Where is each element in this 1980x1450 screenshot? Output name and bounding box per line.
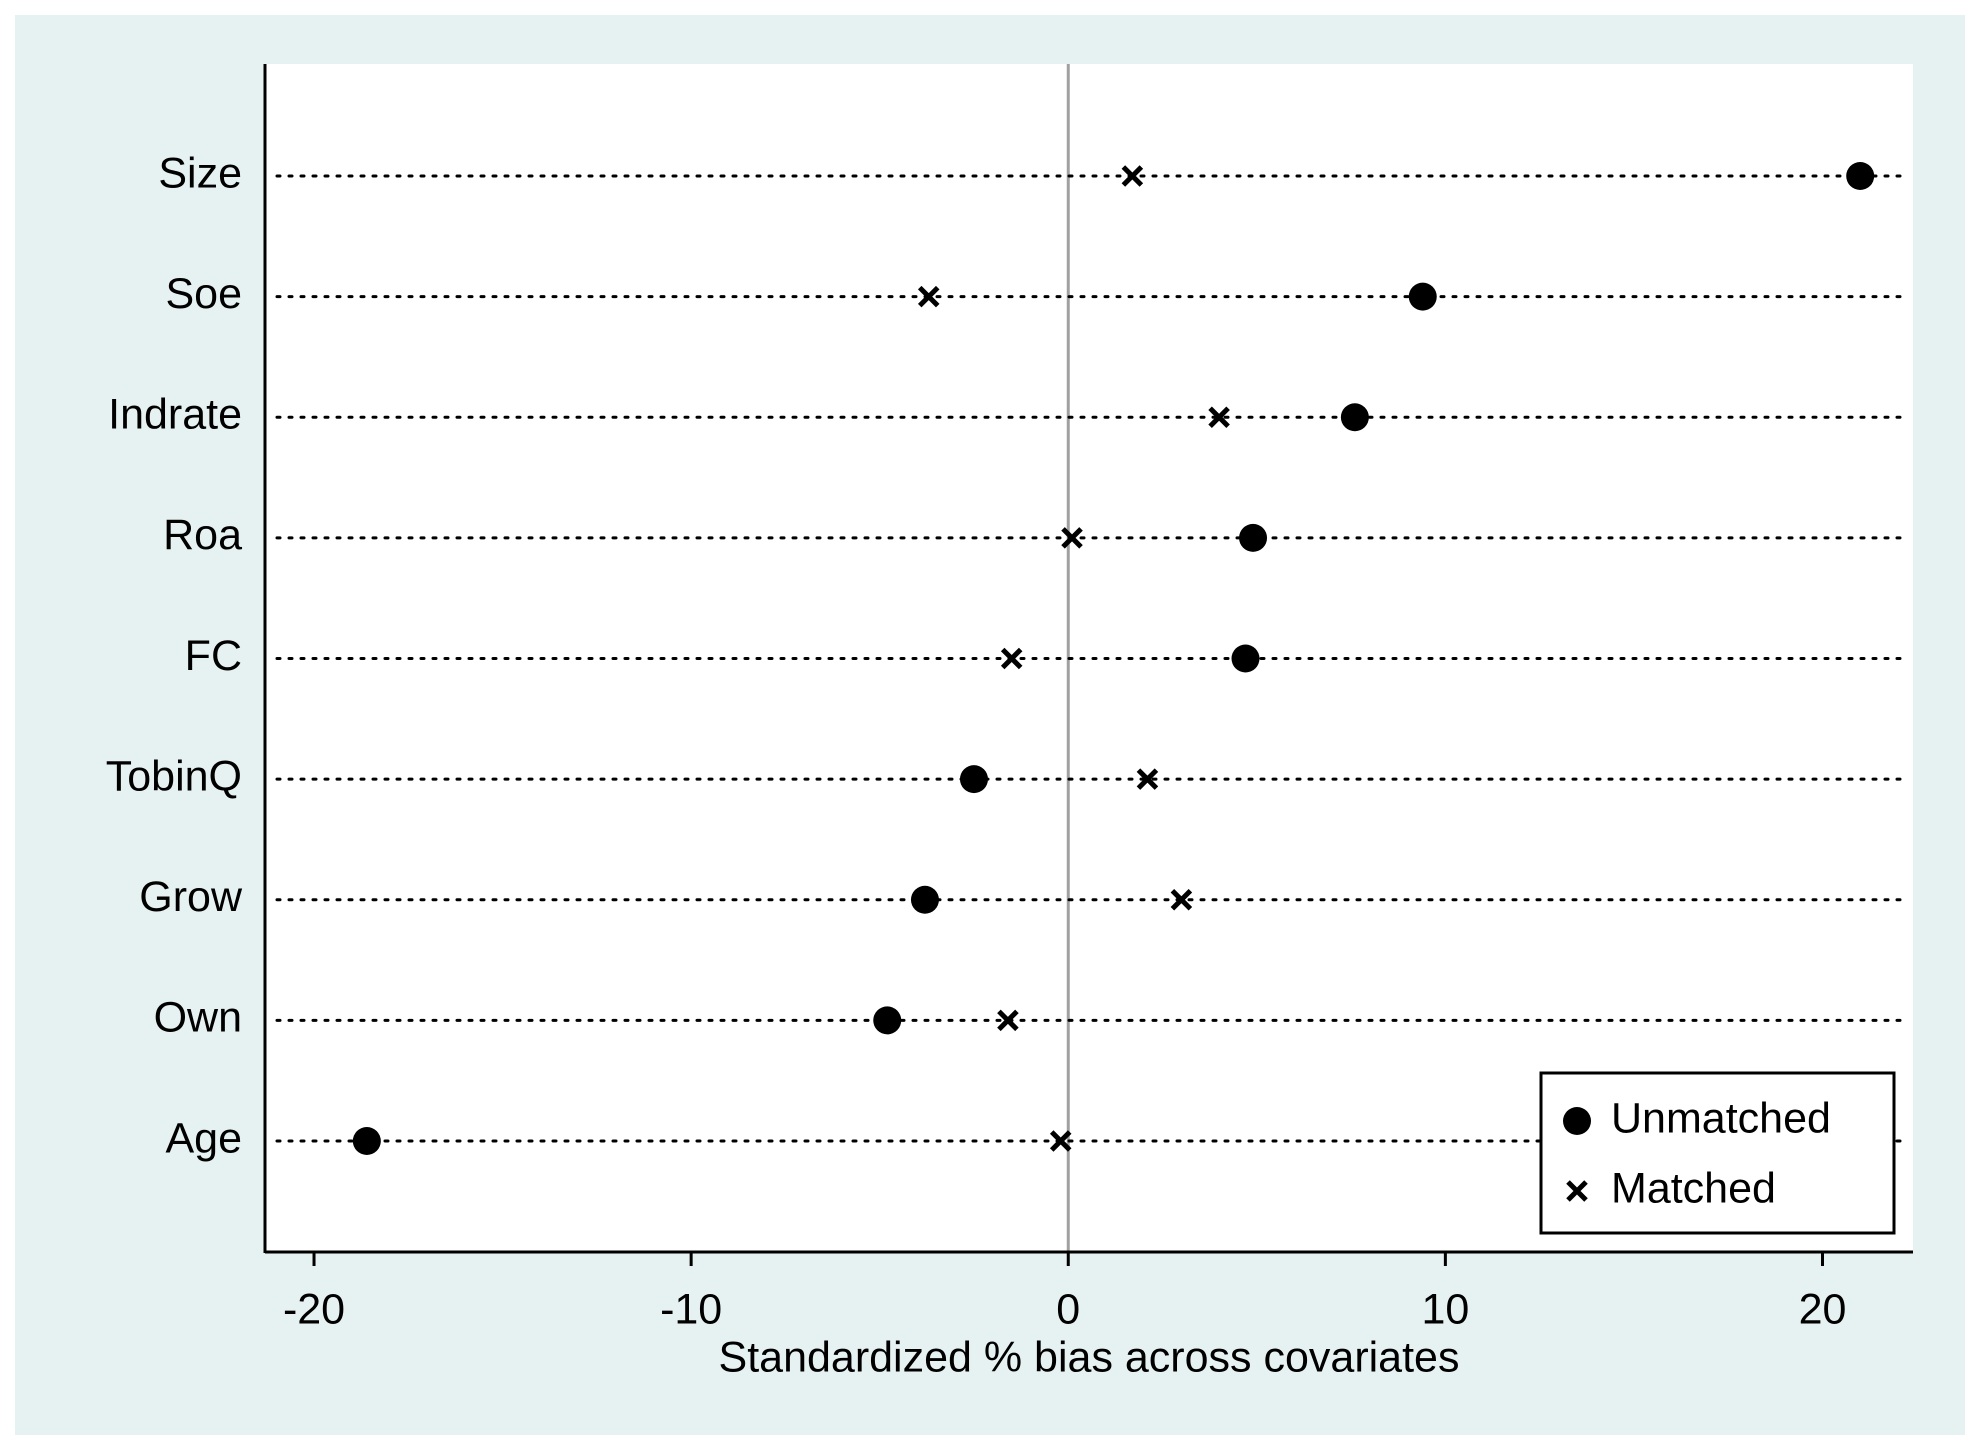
data-point [1239,523,1268,552]
x-tick-label: -10 [660,1285,722,1333]
data-point [1000,647,1023,670]
data-point [1170,888,1193,911]
legend-marker [1566,1180,1588,1202]
data-point [1061,527,1083,549]
y-tick-label: Age [165,1114,242,1162]
data-point [1136,768,1159,790]
y-tick-label: Grow [139,873,243,921]
legend-box [1539,1071,1896,1235]
x-tick-label: -20 [283,1285,345,1333]
legend-label: Matched [1611,1164,1776,1212]
y-tick-label: Size [158,149,242,197]
x-tick-label: 10 [1421,1285,1469,1333]
data-point [917,285,940,308]
data-point [910,885,939,914]
legend-label: Unmatched [1611,1094,1831,1142]
data-point [1846,162,1875,190]
x-axis-title: Standardized % bias across covariates [719,1333,1460,1381]
y-tick-label: Soe [165,270,242,318]
data-point [997,1009,1019,1032]
y-tick-label: Own [154,994,242,1042]
data-point [1340,403,1369,432]
data-point [1121,165,1144,187]
x-tick-label: 0 [1056,1285,1080,1333]
data-point [1208,406,1230,429]
data-point [1049,1130,1072,1152]
y-tick-label: Indrate [108,391,242,439]
y-tick-label: Roa [163,511,242,559]
legend-marker [1563,1107,1591,1135]
data-point [352,1127,381,1155]
y-tick-label: FC [185,632,242,680]
data-point [873,1006,902,1035]
data-point [959,765,988,794]
data-point [1231,644,1260,673]
y-tick-label: TobinQ [106,752,242,800]
x-tick-label: 20 [1799,1285,1847,1333]
data-point [1408,282,1437,311]
